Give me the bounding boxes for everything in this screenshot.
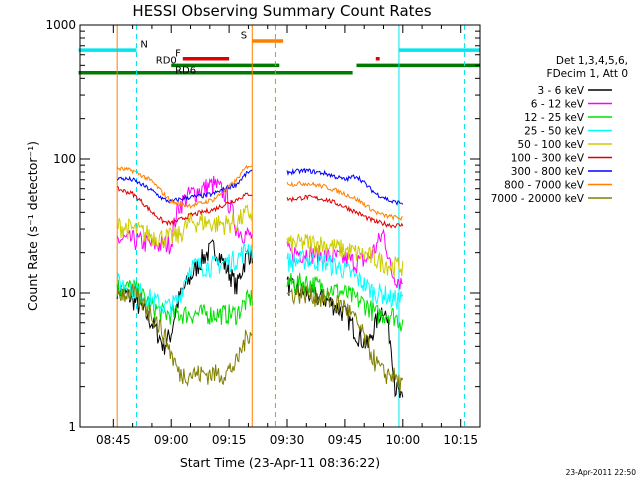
legend-label: 800 - 7000 keV [504,180,585,192]
legend-label: 25 - 50 keV [524,126,585,138]
series-line [116,204,253,248]
series-line [116,175,253,255]
flag-label: RD6 [175,65,196,76]
series-line [286,180,403,222]
marker-layer [116,25,466,427]
flag-label: S [241,31,247,42]
flag-label: N [140,39,147,50]
legend-header-1: Det 1,3,4,5,6, [556,55,628,67]
axes-layer: 08:45 09:00 09:15 09:30 09:45 10:00 10:15 1 10 10… [45,18,480,447]
legend-label: 6 - 12 keV [531,99,585,111]
y-tick-label: 100 [53,152,76,166]
legend-label: 7000 - 20000 keV [491,193,585,205]
flag-label: RD0 [156,56,177,67]
legend-label: 3 - 6 keV [537,85,584,97]
footer-timestamp: 23-Apr-2011 22:50 [566,468,637,477]
series-line [116,164,253,209]
series-layer [116,164,404,398]
plot-frame [79,24,481,428]
legend: Det 1,3,4,5,6, FDecim 1, Att 0 3 - 6 keV… [491,55,628,205]
y-tick-label: 1000 [45,18,76,32]
y-axis-label: Count Rate (s⁻¹ detector⁻¹) [25,141,40,311]
x-tick-label: 10:15 [443,433,478,447]
legend-label: 100 - 300 keV [511,153,585,165]
x-tick-label: 09:45 [328,433,363,447]
series-line [286,194,404,229]
x-tick-label: 09:30 [270,433,305,447]
x-tick-label: 10:00 [386,433,421,447]
legend-label: 12 - 25 keV [524,112,585,124]
series-line [286,272,404,332]
series-line [116,283,253,388]
flag-label: F [175,49,181,60]
x-axis-label: Start Time (23-Apr-11 08:36:22) [180,455,380,470]
chart-title: HESSI Observing Summary Count Rates [132,2,431,20]
series-line [116,169,253,204]
series-line [286,283,404,394]
y-tick-label: 1 [68,420,76,434]
legend-label: 300 - 800 keV [511,166,585,178]
legend-label: 50 - 100 keV [517,139,584,151]
x-tick-label: 09:00 [154,433,189,447]
series-line [116,242,253,318]
x-tick-label: 09:15 [212,433,247,447]
series-line [286,249,404,310]
series-line [286,233,404,278]
series-line [116,185,253,227]
series-line [286,228,403,290]
legend-header-2: FDecim 1, Att 0 [547,68,628,80]
series-line [286,168,404,206]
x-tick-label: 08:45 [96,433,131,447]
y-tick-label: 10 [61,286,76,300]
